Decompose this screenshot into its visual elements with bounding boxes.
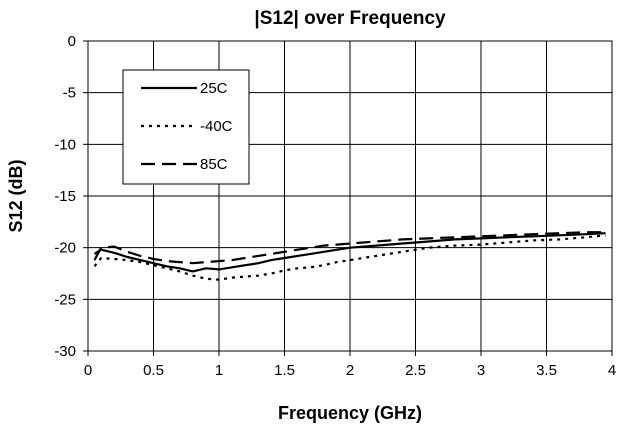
y-tick-label: 0 [68, 33, 76, 50]
legend-label: 25C [200, 80, 228, 97]
x-axis-title: Frequency (GHz) [278, 403, 422, 423]
y-tick-label: -30 [54, 343, 76, 360]
legend-label: 85C [200, 156, 228, 173]
y-tick-label: -25 [54, 291, 76, 308]
chart-title: |S12| over Frequency [254, 8, 446, 29]
legend-label: -40C [200, 118, 233, 135]
series-lines [93, 231, 606, 281]
x-tick-label: 3.5 [536, 362, 557, 379]
y-axis-tick-labels: 0 -5 -10 -15 -20 -25 -30 [54, 33, 88, 360]
y-tick-label: -5 [63, 85, 76, 102]
legend: 25C -40C 85C [122, 69, 250, 185]
x-tick-label: 0.5 [143, 362, 164, 379]
x-tick-label: 0 [84, 362, 92, 379]
series-line-85c [93, 231, 606, 265]
x-tick-label: 2.5 [405, 362, 426, 379]
y-tick-label: -15 [54, 188, 76, 205]
x-tick-label: 2 [346, 362, 354, 379]
x-axis-tick-labels: 0 0.5 1 1.5 2 2.5 3 3.5 4 [84, 351, 616, 379]
x-tick-label: 4 [608, 362, 616, 379]
grid-lines [88, 41, 612, 351]
series-line-25c [93, 232, 606, 273]
y-axis-title: S12 (dB) [6, 159, 26, 232]
y-tick-label: -10 [54, 136, 76, 153]
y-tick-label: -20 [54, 240, 76, 257]
x-tick-label: 1 [215, 362, 223, 379]
x-tick-label: 1.5 [274, 362, 295, 379]
x-tick-label: 3 [477, 362, 485, 379]
